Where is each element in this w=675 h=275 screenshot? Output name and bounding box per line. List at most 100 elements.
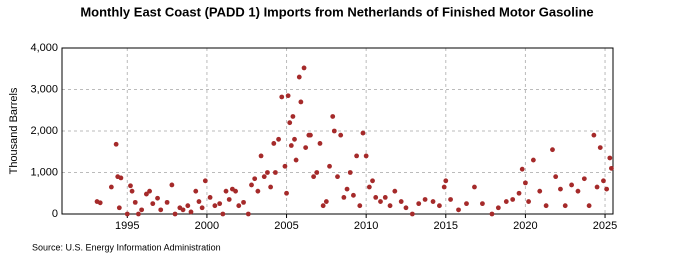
point (202, 178, 208, 184)
point (164, 199, 170, 205)
point (443, 178, 449, 184)
point (139, 207, 145, 213)
point (569, 182, 574, 188)
point (290, 114, 296, 119)
point (335, 174, 340, 180)
point (575, 188, 581, 194)
point (255, 188, 261, 194)
point (233, 188, 238, 194)
point (284, 190, 289, 196)
point (271, 141, 277, 146)
x-tick-label: 2015 (434, 220, 458, 232)
point (132, 199, 138, 205)
y-tick-label: 3,000 (30, 83, 58, 95)
point (301, 65, 307, 71)
x-tick-label: 2005 (274, 220, 298, 232)
point (338, 132, 344, 138)
point (523, 180, 528, 186)
point (370, 178, 375, 184)
point (303, 145, 309, 151)
point (279, 94, 285, 100)
point (298, 99, 304, 105)
point (530, 157, 536, 163)
point (323, 199, 329, 204)
point (193, 188, 199, 194)
point (97, 200, 103, 206)
point (387, 203, 393, 209)
point (495, 205, 501, 211)
point (416, 201, 422, 207)
point (516, 190, 522, 196)
point (261, 174, 267, 180)
point (158, 207, 164, 213)
point (347, 170, 353, 175)
y-axis-label: Thousand Barrels (8, 87, 20, 174)
point (207, 195, 213, 200)
point (172, 211, 178, 217)
point (108, 184, 114, 190)
x-tick-label: 2020 (513, 220, 537, 232)
point (155, 195, 160, 201)
point (265, 170, 270, 175)
point (456, 207, 461, 213)
point (341, 195, 347, 200)
point (422, 197, 428, 202)
point (553, 174, 559, 180)
point (320, 203, 326, 209)
point (526, 199, 531, 204)
point (604, 186, 610, 192)
point (129, 188, 135, 194)
point (601, 178, 606, 184)
point (308, 132, 313, 138)
point (510, 197, 516, 202)
point (185, 203, 191, 209)
point (311, 174, 317, 180)
point (268, 184, 274, 190)
point (354, 153, 360, 159)
point (147, 188, 152, 194)
x-tick-label: 2010 (354, 220, 378, 232)
point (249, 182, 254, 188)
point (519, 166, 525, 172)
point (217, 201, 223, 207)
point (292, 136, 297, 142)
point (223, 188, 229, 194)
point (331, 128, 337, 134)
point (241, 199, 246, 205)
source-note: Source: U.S. Energy Information Administ… (32, 242, 221, 252)
plot-frame (61, 47, 614, 215)
y-tick-label: 4,000 (30, 42, 58, 54)
point (373, 195, 379, 200)
point (199, 205, 205, 211)
point (252, 176, 258, 182)
point (169, 182, 175, 188)
point (116, 205, 122, 211)
y-tick-label: 1,000 (30, 166, 58, 178)
point (272, 170, 278, 175)
point (314, 170, 320, 175)
point (430, 199, 436, 204)
point (378, 199, 383, 204)
point (188, 209, 194, 215)
point (503, 199, 509, 204)
point (327, 163, 332, 169)
point (464, 201, 469, 207)
point (287, 120, 293, 126)
point (609, 165, 614, 171)
point (351, 192, 356, 198)
point (344, 186, 350, 192)
point (136, 211, 141, 217)
point (128, 183, 133, 189)
point (124, 211, 130, 217)
point (285, 93, 291, 99)
point (448, 197, 453, 202)
point (562, 203, 568, 209)
point (366, 184, 372, 190)
point (212, 203, 218, 209)
point (597, 145, 603, 151)
x-tick-label: 2025 (593, 220, 617, 232)
point (282, 163, 288, 169)
point (317, 141, 323, 146)
point (296, 74, 302, 80)
